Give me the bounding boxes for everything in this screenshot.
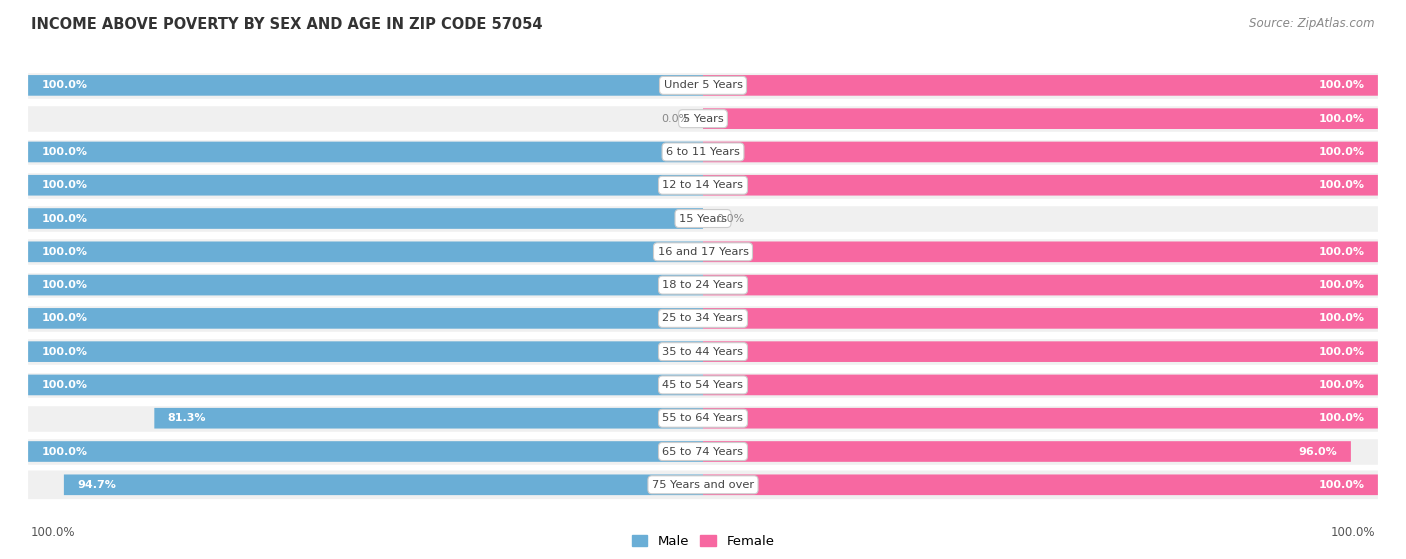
- FancyBboxPatch shape: [703, 308, 1378, 329]
- Text: Source: ZipAtlas.com: Source: ZipAtlas.com: [1250, 17, 1375, 30]
- FancyBboxPatch shape: [28, 138, 1378, 166]
- FancyBboxPatch shape: [28, 337, 1378, 366]
- Text: 100.0%: 100.0%: [1319, 247, 1364, 257]
- Text: 100.0%: 100.0%: [31, 527, 76, 539]
- FancyBboxPatch shape: [28, 71, 1378, 100]
- FancyBboxPatch shape: [28, 238, 1378, 266]
- Text: 0.0%: 0.0%: [661, 113, 689, 124]
- Legend: Male, Female: Male, Female: [626, 529, 780, 553]
- Text: 100.0%: 100.0%: [42, 180, 87, 190]
- FancyBboxPatch shape: [28, 75, 703, 96]
- FancyBboxPatch shape: [703, 375, 1378, 395]
- FancyBboxPatch shape: [703, 175, 1378, 196]
- Text: 100.0%: 100.0%: [1319, 147, 1364, 157]
- FancyBboxPatch shape: [703, 241, 1378, 262]
- FancyBboxPatch shape: [703, 342, 1378, 362]
- FancyBboxPatch shape: [28, 141, 703, 162]
- Text: 75 Years and over: 75 Years and over: [652, 480, 754, 490]
- Text: 100.0%: 100.0%: [1319, 380, 1364, 390]
- FancyBboxPatch shape: [703, 75, 1378, 96]
- FancyBboxPatch shape: [28, 471, 1378, 499]
- FancyBboxPatch shape: [28, 275, 703, 295]
- Text: 15 Years: 15 Years: [679, 214, 727, 224]
- Text: 100.0%: 100.0%: [42, 380, 87, 390]
- FancyBboxPatch shape: [703, 408, 1378, 429]
- FancyBboxPatch shape: [28, 437, 1378, 466]
- FancyBboxPatch shape: [28, 404, 1378, 433]
- FancyBboxPatch shape: [703, 275, 1378, 295]
- FancyBboxPatch shape: [703, 441, 1351, 462]
- Text: 100.0%: 100.0%: [1319, 480, 1364, 490]
- FancyBboxPatch shape: [28, 375, 703, 395]
- Text: 100.0%: 100.0%: [42, 214, 87, 224]
- Text: 0.0%: 0.0%: [717, 214, 745, 224]
- FancyBboxPatch shape: [28, 371, 1378, 399]
- Text: 100.0%: 100.0%: [1319, 314, 1364, 323]
- Text: 100.0%: 100.0%: [1319, 180, 1364, 190]
- Text: 100.0%: 100.0%: [1319, 113, 1364, 124]
- FancyBboxPatch shape: [703, 141, 1378, 162]
- Text: 16 and 17 Years: 16 and 17 Years: [658, 247, 748, 257]
- FancyBboxPatch shape: [155, 408, 703, 429]
- Text: 35 to 44 Years: 35 to 44 Years: [662, 347, 744, 357]
- Text: 100.0%: 100.0%: [42, 314, 87, 323]
- Text: 65 to 74 Years: 65 to 74 Years: [662, 447, 744, 457]
- Text: Under 5 Years: Under 5 Years: [664, 80, 742, 91]
- Text: 96.0%: 96.0%: [1299, 447, 1337, 457]
- Text: 100.0%: 100.0%: [42, 80, 87, 91]
- FancyBboxPatch shape: [28, 208, 703, 229]
- FancyBboxPatch shape: [28, 175, 703, 196]
- Text: 100.0%: 100.0%: [1330, 527, 1375, 539]
- Text: 45 to 54 Years: 45 to 54 Years: [662, 380, 744, 390]
- FancyBboxPatch shape: [28, 171, 1378, 200]
- FancyBboxPatch shape: [703, 108, 1378, 129]
- Text: 6 to 11 Years: 6 to 11 Years: [666, 147, 740, 157]
- Text: 100.0%: 100.0%: [1319, 280, 1364, 290]
- Text: INCOME ABOVE POVERTY BY SEX AND AGE IN ZIP CODE 57054: INCOME ABOVE POVERTY BY SEX AND AGE IN Z…: [31, 17, 543, 32]
- Text: 100.0%: 100.0%: [42, 447, 87, 457]
- Text: 100.0%: 100.0%: [1319, 80, 1364, 91]
- FancyBboxPatch shape: [28, 308, 703, 329]
- FancyBboxPatch shape: [28, 271, 1378, 300]
- Text: 100.0%: 100.0%: [42, 147, 87, 157]
- FancyBboxPatch shape: [28, 204, 1378, 233]
- Text: 5 Years: 5 Years: [683, 113, 723, 124]
- FancyBboxPatch shape: [63, 475, 703, 495]
- Text: 100.0%: 100.0%: [42, 280, 87, 290]
- FancyBboxPatch shape: [28, 304, 1378, 333]
- Text: 94.7%: 94.7%: [77, 480, 117, 490]
- FancyBboxPatch shape: [703, 475, 1378, 495]
- Text: 55 to 64 Years: 55 to 64 Years: [662, 413, 744, 423]
- Text: 100.0%: 100.0%: [42, 347, 87, 357]
- Text: 81.3%: 81.3%: [167, 413, 207, 423]
- Text: 100.0%: 100.0%: [1319, 347, 1364, 357]
- FancyBboxPatch shape: [28, 342, 703, 362]
- FancyBboxPatch shape: [28, 441, 703, 462]
- FancyBboxPatch shape: [28, 105, 1378, 133]
- Text: 100.0%: 100.0%: [1319, 413, 1364, 423]
- Text: 25 to 34 Years: 25 to 34 Years: [662, 314, 744, 323]
- Text: 18 to 24 Years: 18 to 24 Years: [662, 280, 744, 290]
- FancyBboxPatch shape: [28, 241, 703, 262]
- Text: 12 to 14 Years: 12 to 14 Years: [662, 180, 744, 190]
- Text: 100.0%: 100.0%: [42, 247, 87, 257]
